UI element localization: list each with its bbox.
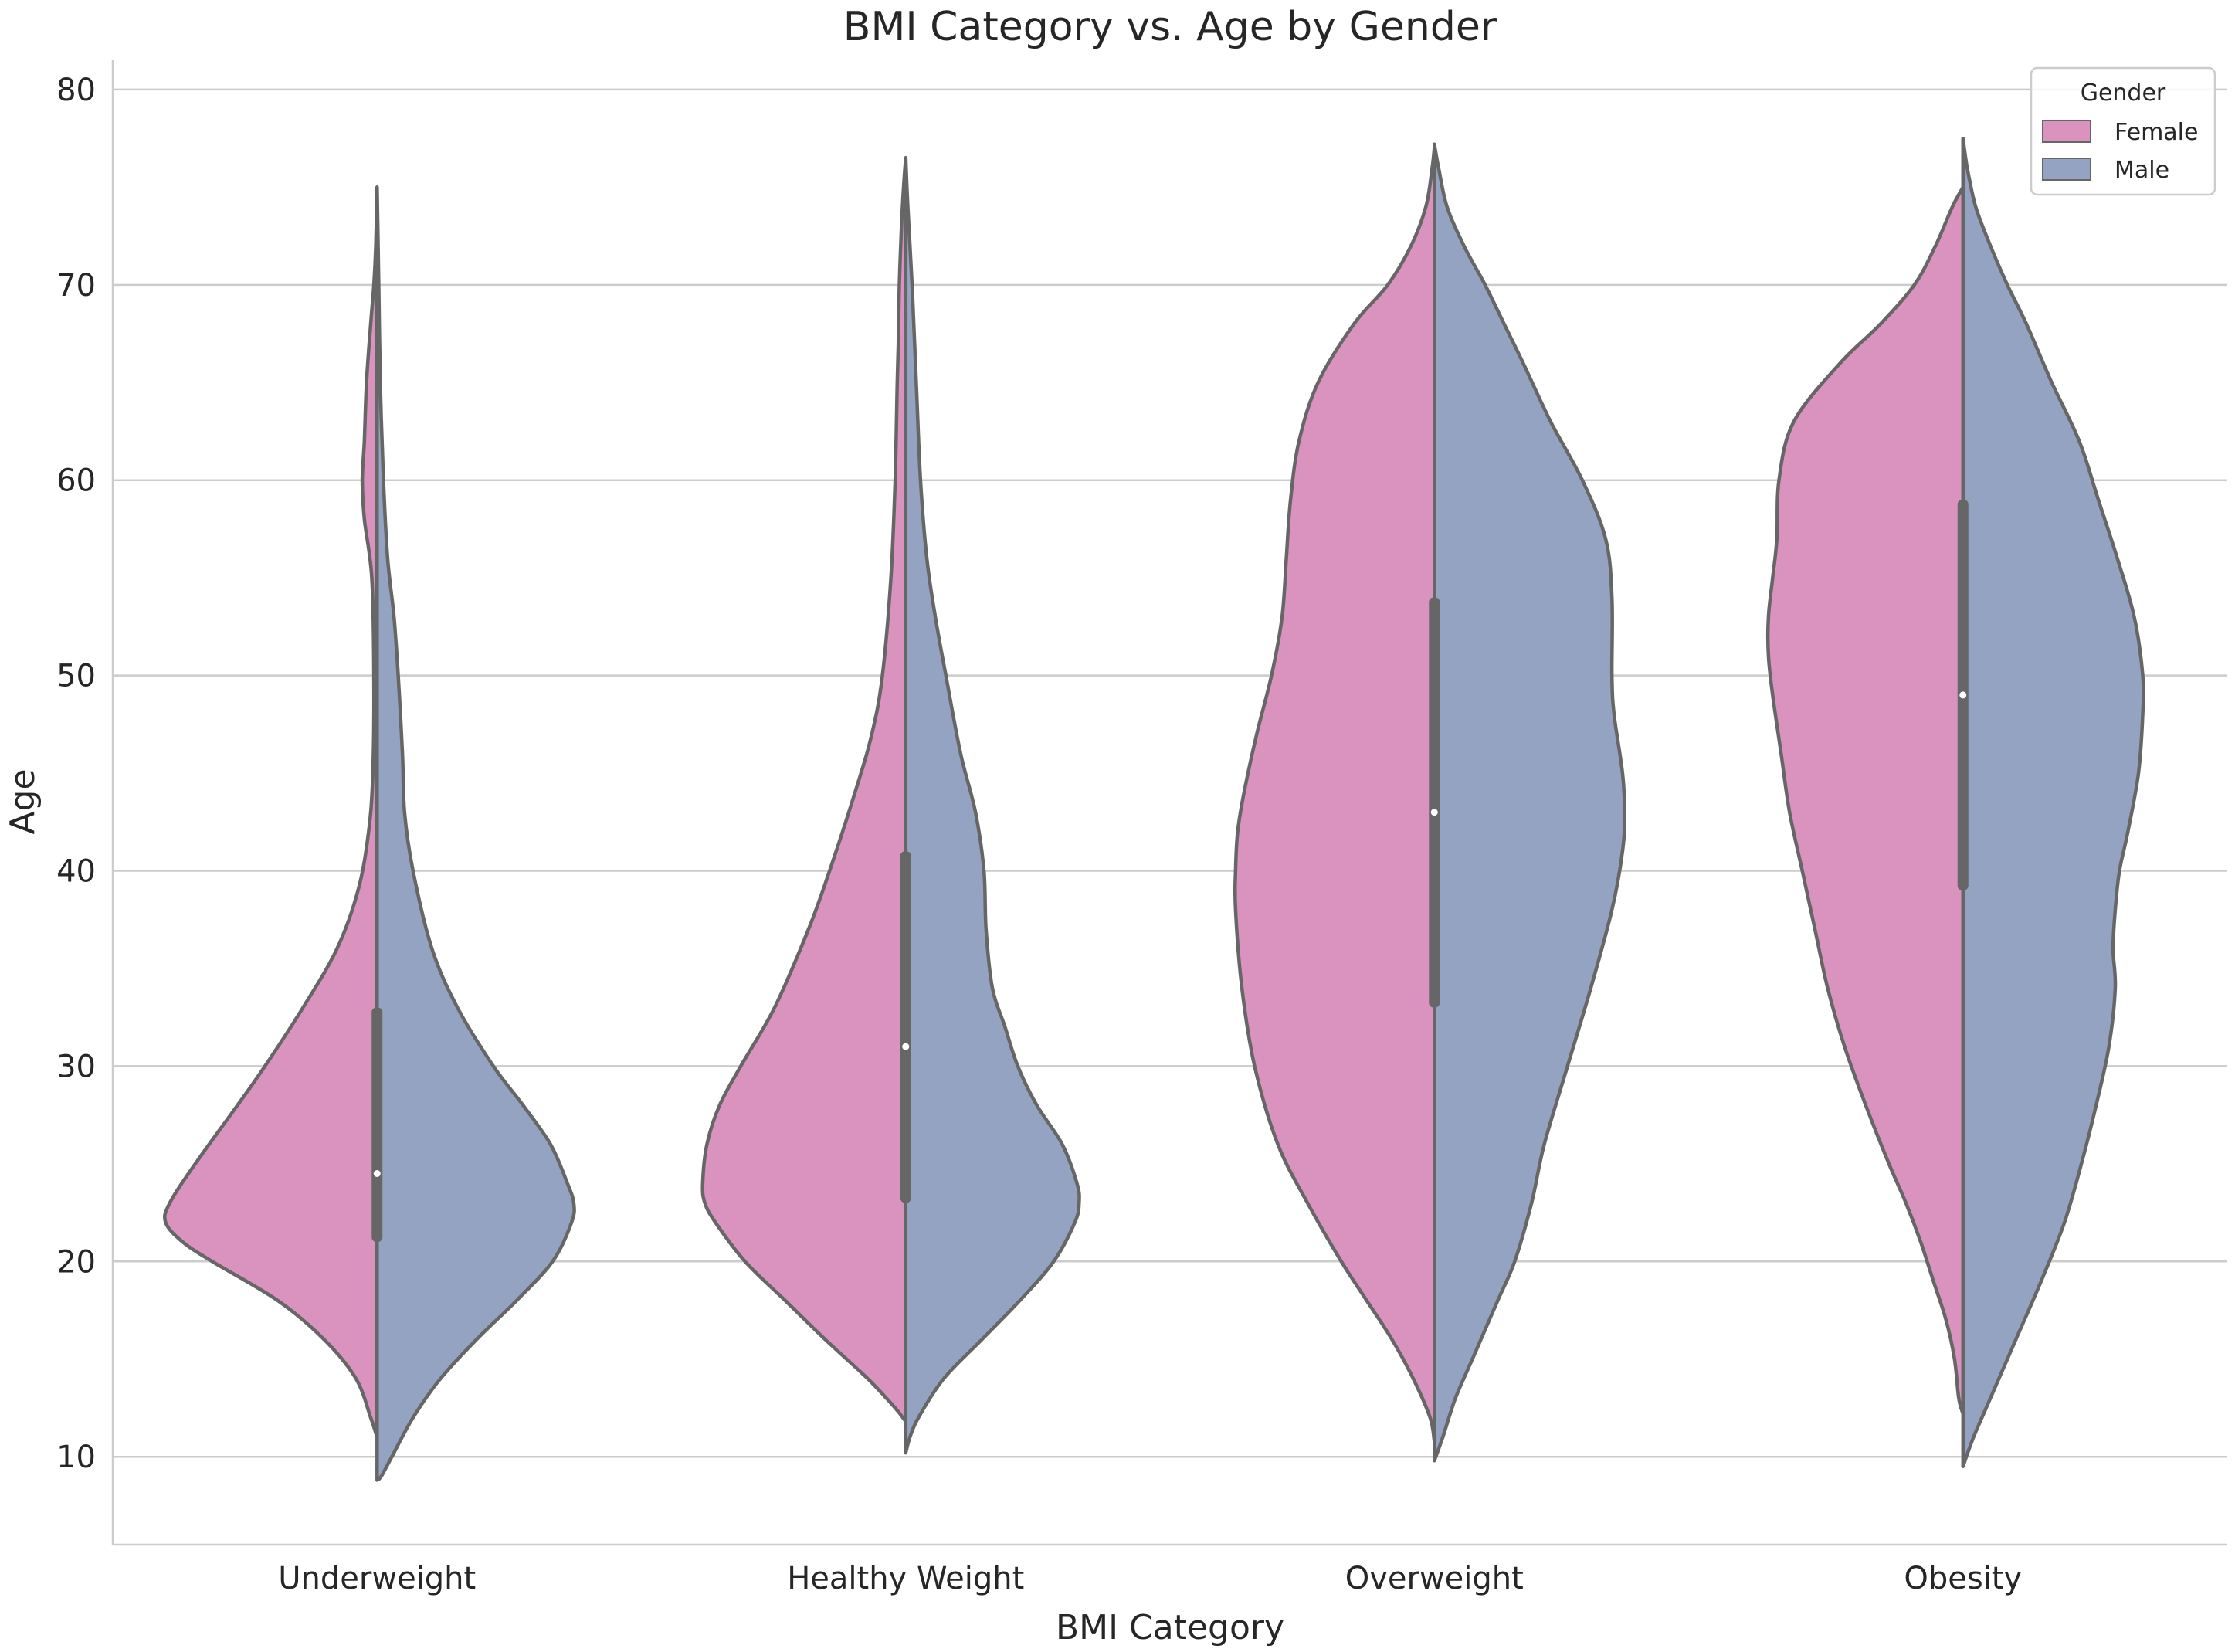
legend: Gender Female Male [2030, 66, 2216, 196]
axis-spines [111, 60, 2227, 1546]
violin-male-overweight [1433, 142, 1626, 1463]
violin-female-healthy-weight [700, 156, 908, 1423]
inner-boxes [371, 187, 1969, 1418]
legend-title: Gender [2081, 80, 2166, 107]
iqr-box-underweight [371, 1007, 383, 1243]
median-dot-obesity [1959, 691, 1967, 699]
y-tick-label-40: 40 [56, 854, 96, 890]
y-tick-label-30: 30 [56, 1049, 96, 1084]
x-axis-label: BMI Category [1056, 1608, 1284, 1647]
iqr-box-healthy-weight [900, 851, 911, 1203]
median-dot-healthy-weight [902, 1043, 910, 1050]
y-tick-label-20: 20 [56, 1244, 96, 1280]
violin-male-healthy-weight [904, 156, 1081, 1455]
x-tick-label-obesity: Obesity [1904, 1561, 2022, 1596]
y-axis-label: Age [3, 768, 42, 834]
legend-label-male: Male [2115, 157, 2169, 184]
x-tick-label-healthy-weight: Healthy Weight [787, 1561, 1024, 1596]
x-tick-label-overweight: Overweight [1345, 1561, 1524, 1596]
y-tick-label-80: 80 [56, 73, 96, 108]
violin-female-obesity [1765, 136, 1965, 1416]
legend-swatch-male [2042, 158, 2091, 181]
y-tick-label-10: 10 [56, 1440, 96, 1475]
y-tick-label-60: 60 [56, 463, 96, 499]
tick-labels: 10 20 30 40 50 60 70 80 Underweight Healthy Weigh… [56, 73, 2022, 1596]
median-dot-underweight [373, 1170, 381, 1177]
violin-female-overweight [1233, 146, 1436, 1443]
y-tick-label-50: 50 [56, 659, 96, 694]
violin-male-underweight [375, 185, 576, 1482]
legend-swatch-female [2042, 120, 2091, 143]
median-dot-overweight [1430, 809, 1438, 816]
iqr-box-overweight [1429, 597, 1440, 1008]
chart-title: BMI Category vs. Age by Gender [843, 4, 1497, 50]
x-tick-label-underweight: Underweight [278, 1561, 476, 1596]
violin-female-underweight [162, 185, 379, 1440]
legend-label-female: Female [2115, 119, 2198, 146]
violins [162, 136, 2145, 1482]
violin-male-obesity [1961, 136, 2145, 1469]
y-tick-label-70: 70 [56, 268, 96, 304]
